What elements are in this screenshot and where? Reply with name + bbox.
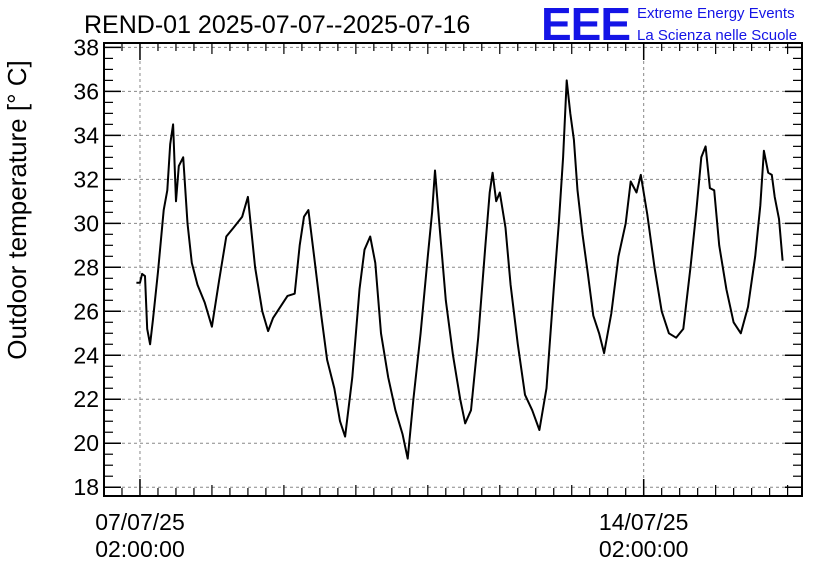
- y-tick-label: 38: [73, 34, 99, 60]
- y-tick-label: 24: [73, 342, 99, 368]
- y-tick-label: 22: [73, 386, 99, 412]
- y-tick-label: 20: [73, 430, 99, 456]
- series-line: [136, 79, 784, 460]
- x-tick-label-time: 02:00:00: [599, 536, 689, 562]
- grid: [104, 43, 802, 496]
- plot-frame: [103, 42, 803, 497]
- y-tick-labels: 18 20 22 24 26 28 30 32 34 36 38: [73, 34, 99, 500]
- y-axis-label: Outdoor temperature [° C]: [2, 60, 32, 359]
- y-tick-label: 30: [73, 210, 99, 236]
- y-tick-label: 32: [73, 166, 99, 192]
- axis-ticks: [103, 43, 802, 496]
- eee-logo-line2: La Scienza nelle Scuole: [637, 27, 797, 44]
- x-tick-label-time: 02:00:00: [95, 536, 185, 562]
- eee-logo: EEE Extreme Energy Events La Scienza nel…: [541, 0, 797, 50]
- y-tick-label: 28: [73, 254, 99, 280]
- chart-title: REND-01 2025-07-07--2025-07-16: [84, 11, 470, 39]
- y-tick-label: 26: [73, 298, 99, 324]
- y-tick-label: 18: [73, 474, 99, 500]
- y-tick-label: 34: [73, 122, 99, 148]
- x-tick-label-date: 14/07/25: [599, 509, 689, 535]
- x-tick-label-date: 07/07/25: [95, 509, 185, 535]
- y-tick-label: 36: [73, 78, 99, 104]
- eee-logo-mark: EEE: [541, 0, 630, 50]
- eee-logo-line1: Extreme Energy Events: [637, 5, 795, 22]
